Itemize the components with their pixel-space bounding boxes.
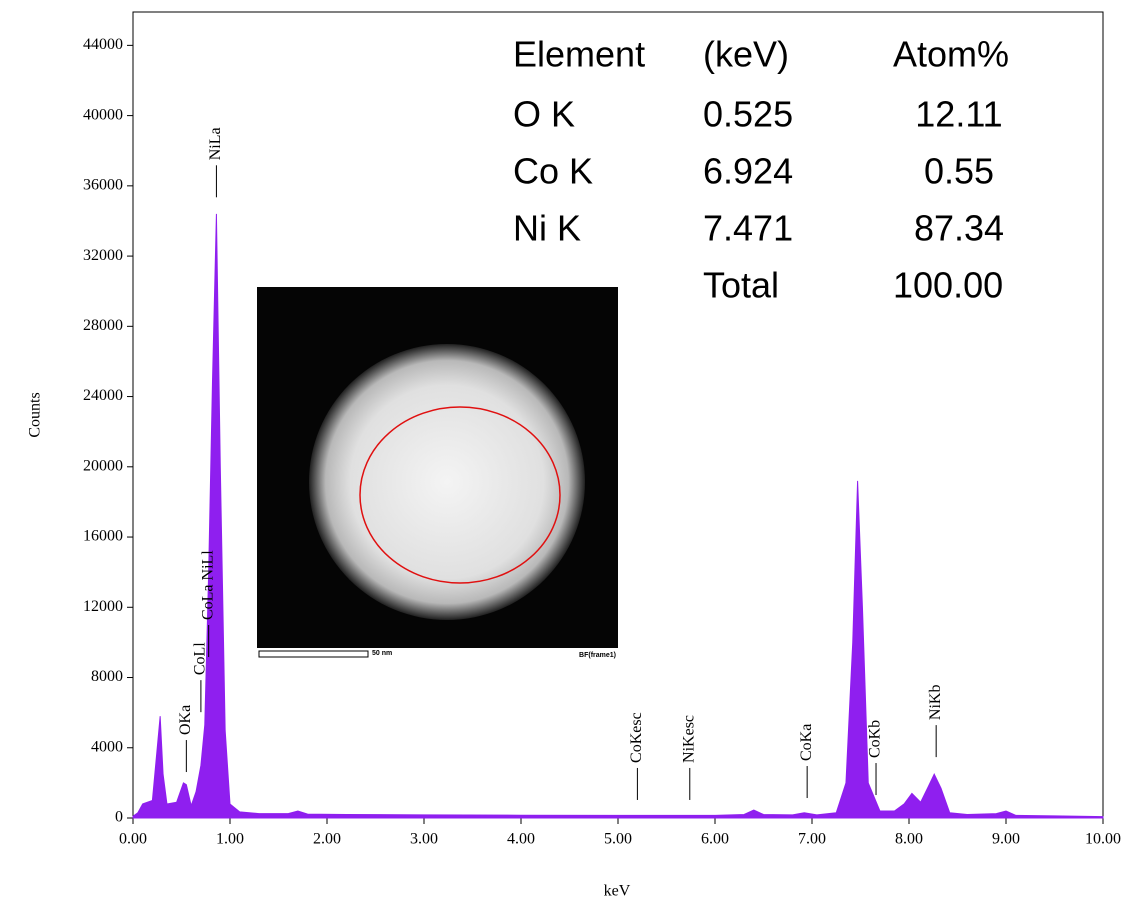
table-cell: O K (513, 94, 575, 135)
particle (309, 344, 585, 620)
table-total-label: Total (703, 265, 779, 306)
peak-label: CoKb (867, 720, 884, 758)
table-header: (keV) (703, 34, 789, 75)
scale-label: 50 nm (372, 650, 392, 657)
frame-label: BF(frame1) (579, 652, 616, 659)
y-tick-label: 4000 (91, 738, 123, 755)
table-cell: Ni K (513, 208, 581, 249)
scale-bar (258, 650, 369, 658)
y-tick-label: 0 (115, 809, 123, 826)
peak-label: CoKesc (628, 712, 645, 763)
table-cell: 0.55 (924, 151, 994, 192)
peak-label: CoLa NiLl (199, 550, 216, 620)
y-tick-label: 16000 (83, 528, 123, 545)
peak-label: NiKb (927, 685, 944, 721)
table-cell: 7.471 (703, 208, 793, 249)
y-tick-label: 36000 (83, 177, 123, 194)
x-axis-title: keV (604, 883, 631, 900)
x-tick-label: 5.00 (604, 831, 632, 848)
inset-image: 50 nm BF(frame1) (257, 287, 618, 660)
table-cell: 12.11 (915, 94, 1002, 135)
peak-label: CoLl (192, 642, 209, 675)
x-tick-label: 6.00 (701, 831, 729, 848)
y-tick-label: 12000 (83, 598, 123, 615)
table-cell: 0.525 (703, 94, 793, 135)
y-tick-label: 32000 (83, 247, 123, 264)
selection-ring (359, 406, 561, 584)
x-tick-label: 1.00 (216, 831, 244, 848)
y-tick-label: 44000 (83, 36, 123, 53)
x-tick-label: 9.00 (992, 831, 1020, 848)
y-tick-label: 8000 (91, 668, 123, 685)
spectrum (132, 213, 1104, 819)
x-tick-label: 8.00 (895, 831, 923, 848)
table-total-value: 100.00 (893, 265, 1003, 306)
y-tick-label: 40000 (83, 106, 123, 123)
x-tick-label: 10.00 (1085, 831, 1121, 848)
table-cell: 6.924 (703, 151, 793, 192)
peak-label: NiLa (207, 127, 224, 160)
x-tick-label: 0.00 (119, 831, 147, 848)
table-header: Element (513, 34, 645, 75)
peak-label: NiKesc (680, 715, 697, 763)
y-tick-label: 24000 (83, 387, 123, 404)
table-cell: 87.34 (914, 208, 1004, 249)
y-tick-label: 28000 (83, 317, 123, 334)
y-tick-label: 20000 (83, 457, 123, 474)
y-axis-title: Counts (27, 392, 44, 437)
x-tick-label: 3.00 (410, 831, 438, 848)
x-tick-label: 2.00 (313, 831, 341, 848)
table-cell: Co K (513, 151, 593, 192)
x-tick-label: 4.00 (507, 831, 535, 848)
x-tick-label: 7.00 (798, 831, 826, 848)
peak-label: OKa (177, 705, 194, 735)
peak-label: CoKa (798, 724, 815, 761)
table-header: Atom% (893, 34, 1009, 75)
